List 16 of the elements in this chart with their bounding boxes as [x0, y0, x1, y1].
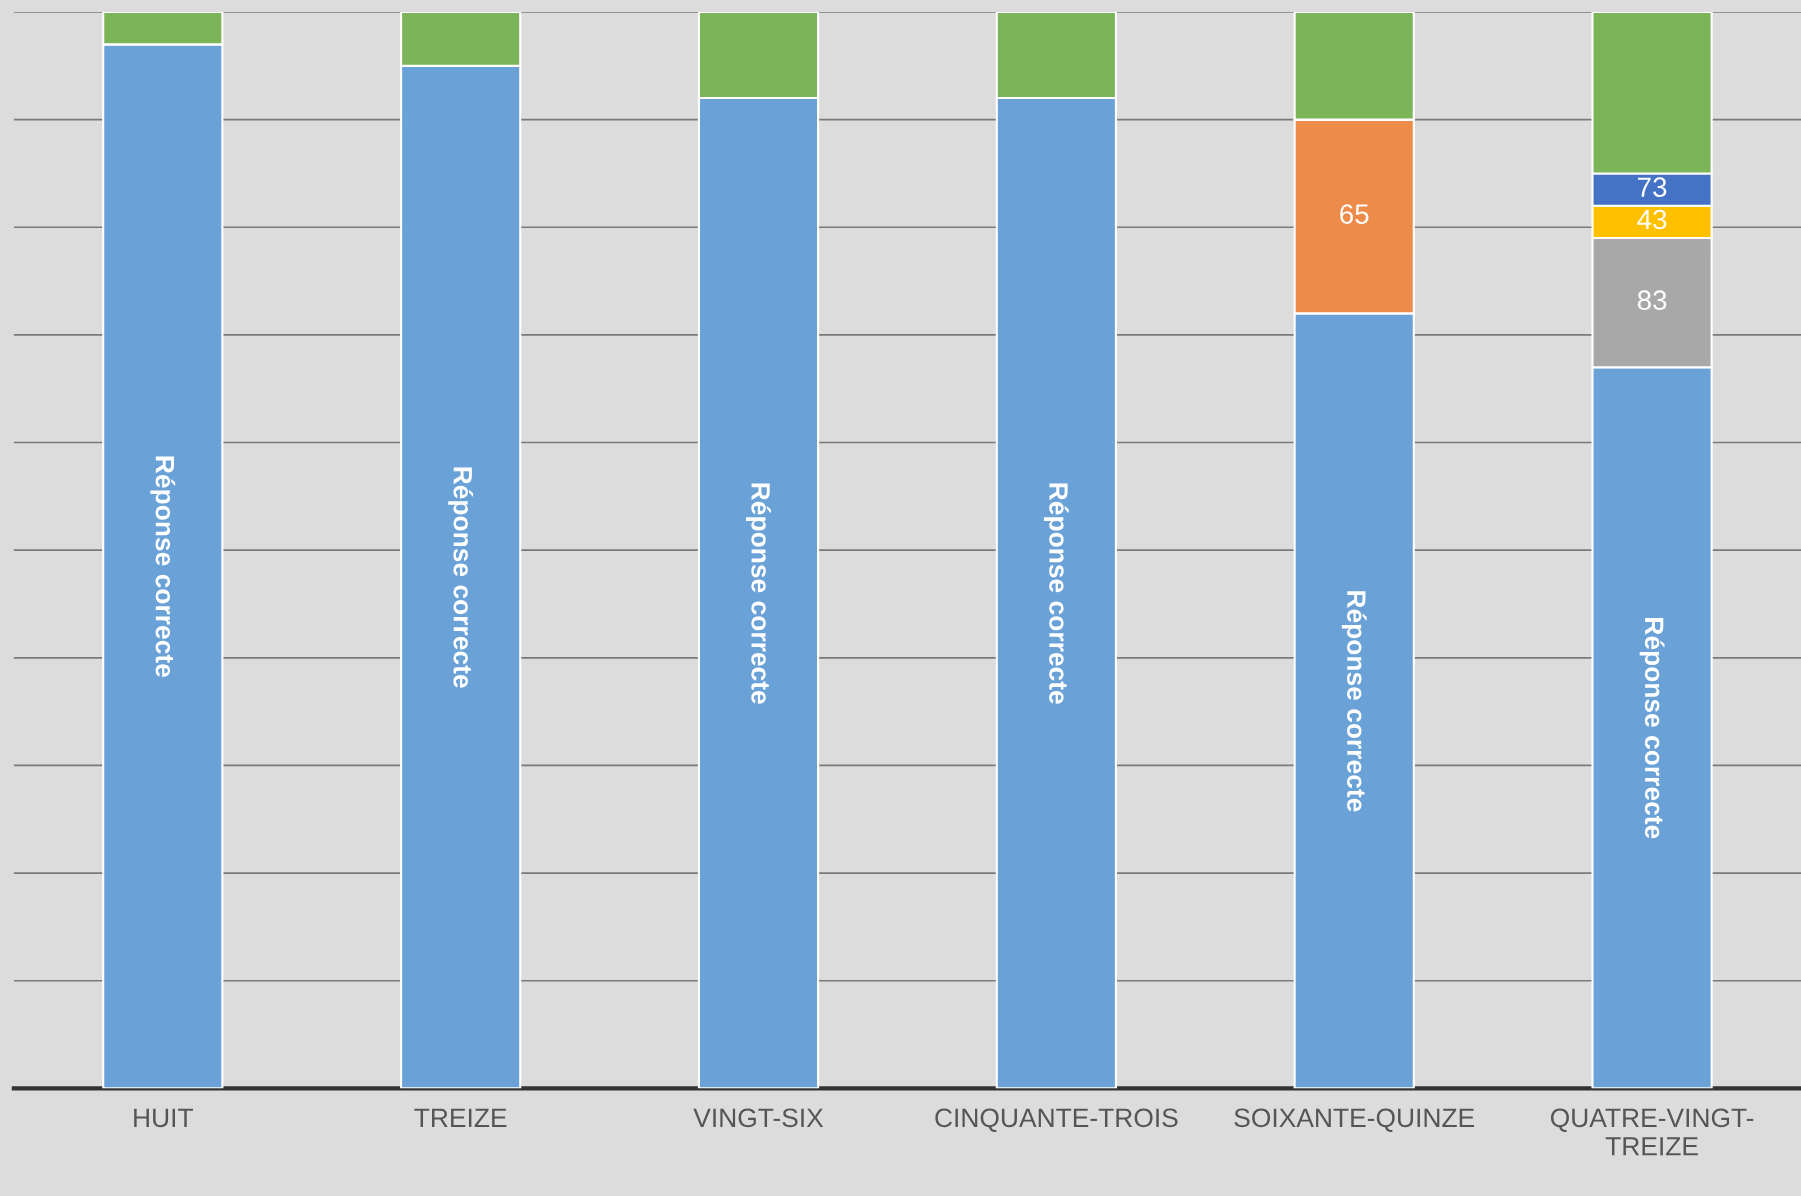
x-tick-label: VINGT-SIX [693, 1108, 824, 1128]
x-tick-label: HUIT [134, 1108, 193, 1128]
x-tick-label: TREIZE [414, 1108, 507, 1127]
text: Réponse correcte [1043, 483, 1069, 704]
text: Réponse correcte [1639, 618, 1665, 839]
x-tick-label: CINQUANTE-TROIS [935, 1108, 1178, 1132]
series-label: 43 [1637, 209, 1667, 230]
x-tick-label: QUATRE-VINGT-TREIZE [1550, 1108, 1754, 1156]
text: Réponse correcte [746, 483, 771, 704]
x-tick-label: SOIXANTE-QUINZE [1234, 1108, 1475, 1132]
series-label: 73 [1638, 177, 1667, 198]
series-label: 83 [1637, 290, 1667, 311]
series-label: 65 [1340, 204, 1369, 224]
text: Réponse correcte [150, 456, 176, 677]
series-label: Réponse correcte [1341, 591, 1367, 812]
text: Réponse correcte [448, 467, 474, 688]
